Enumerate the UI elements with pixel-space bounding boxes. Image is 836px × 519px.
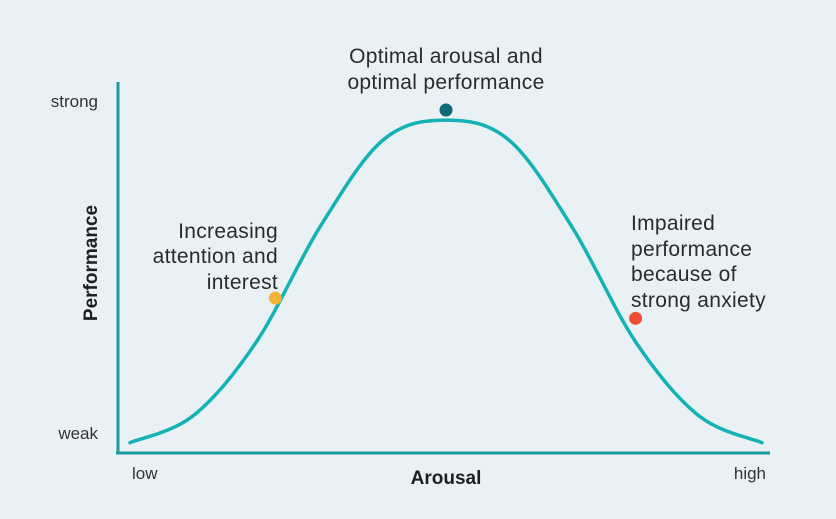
y-tick-weak: weak: [57, 424, 98, 443]
marker-increasing-attention: [268, 291, 282, 305]
annotation-optimal-line-1: Optimal arousal and: [349, 45, 543, 68]
annotation-increasing-line-2: attention and: [153, 245, 278, 268]
marker-impaired-performance: [629, 311, 643, 325]
x-tick-low: low: [132, 464, 158, 483]
y-axis-title: Performance: [81, 205, 102, 321]
annotation-impaired-line-2: performance: [631, 238, 752, 261]
performance-curve: [128, 118, 764, 445]
annotation-increasing-line-3: interest: [207, 271, 278, 294]
annotation-impaired-line-1: Impaired: [631, 212, 715, 235]
annotation-impaired-line-4: strong anxiety: [631, 289, 766, 312]
x-axis-title: Arousal: [411, 468, 482, 489]
annotation-increasing-line-1: Increasing: [178, 220, 278, 243]
y-tick-strong: strong: [51, 92, 98, 111]
marker-optimal-performance: [439, 103, 453, 117]
annotation-optimal-line-2: optimal performance: [347, 71, 544, 94]
annotation-impaired-line-3: because of: [631, 263, 737, 286]
x-tick-high: high: [734, 464, 766, 483]
